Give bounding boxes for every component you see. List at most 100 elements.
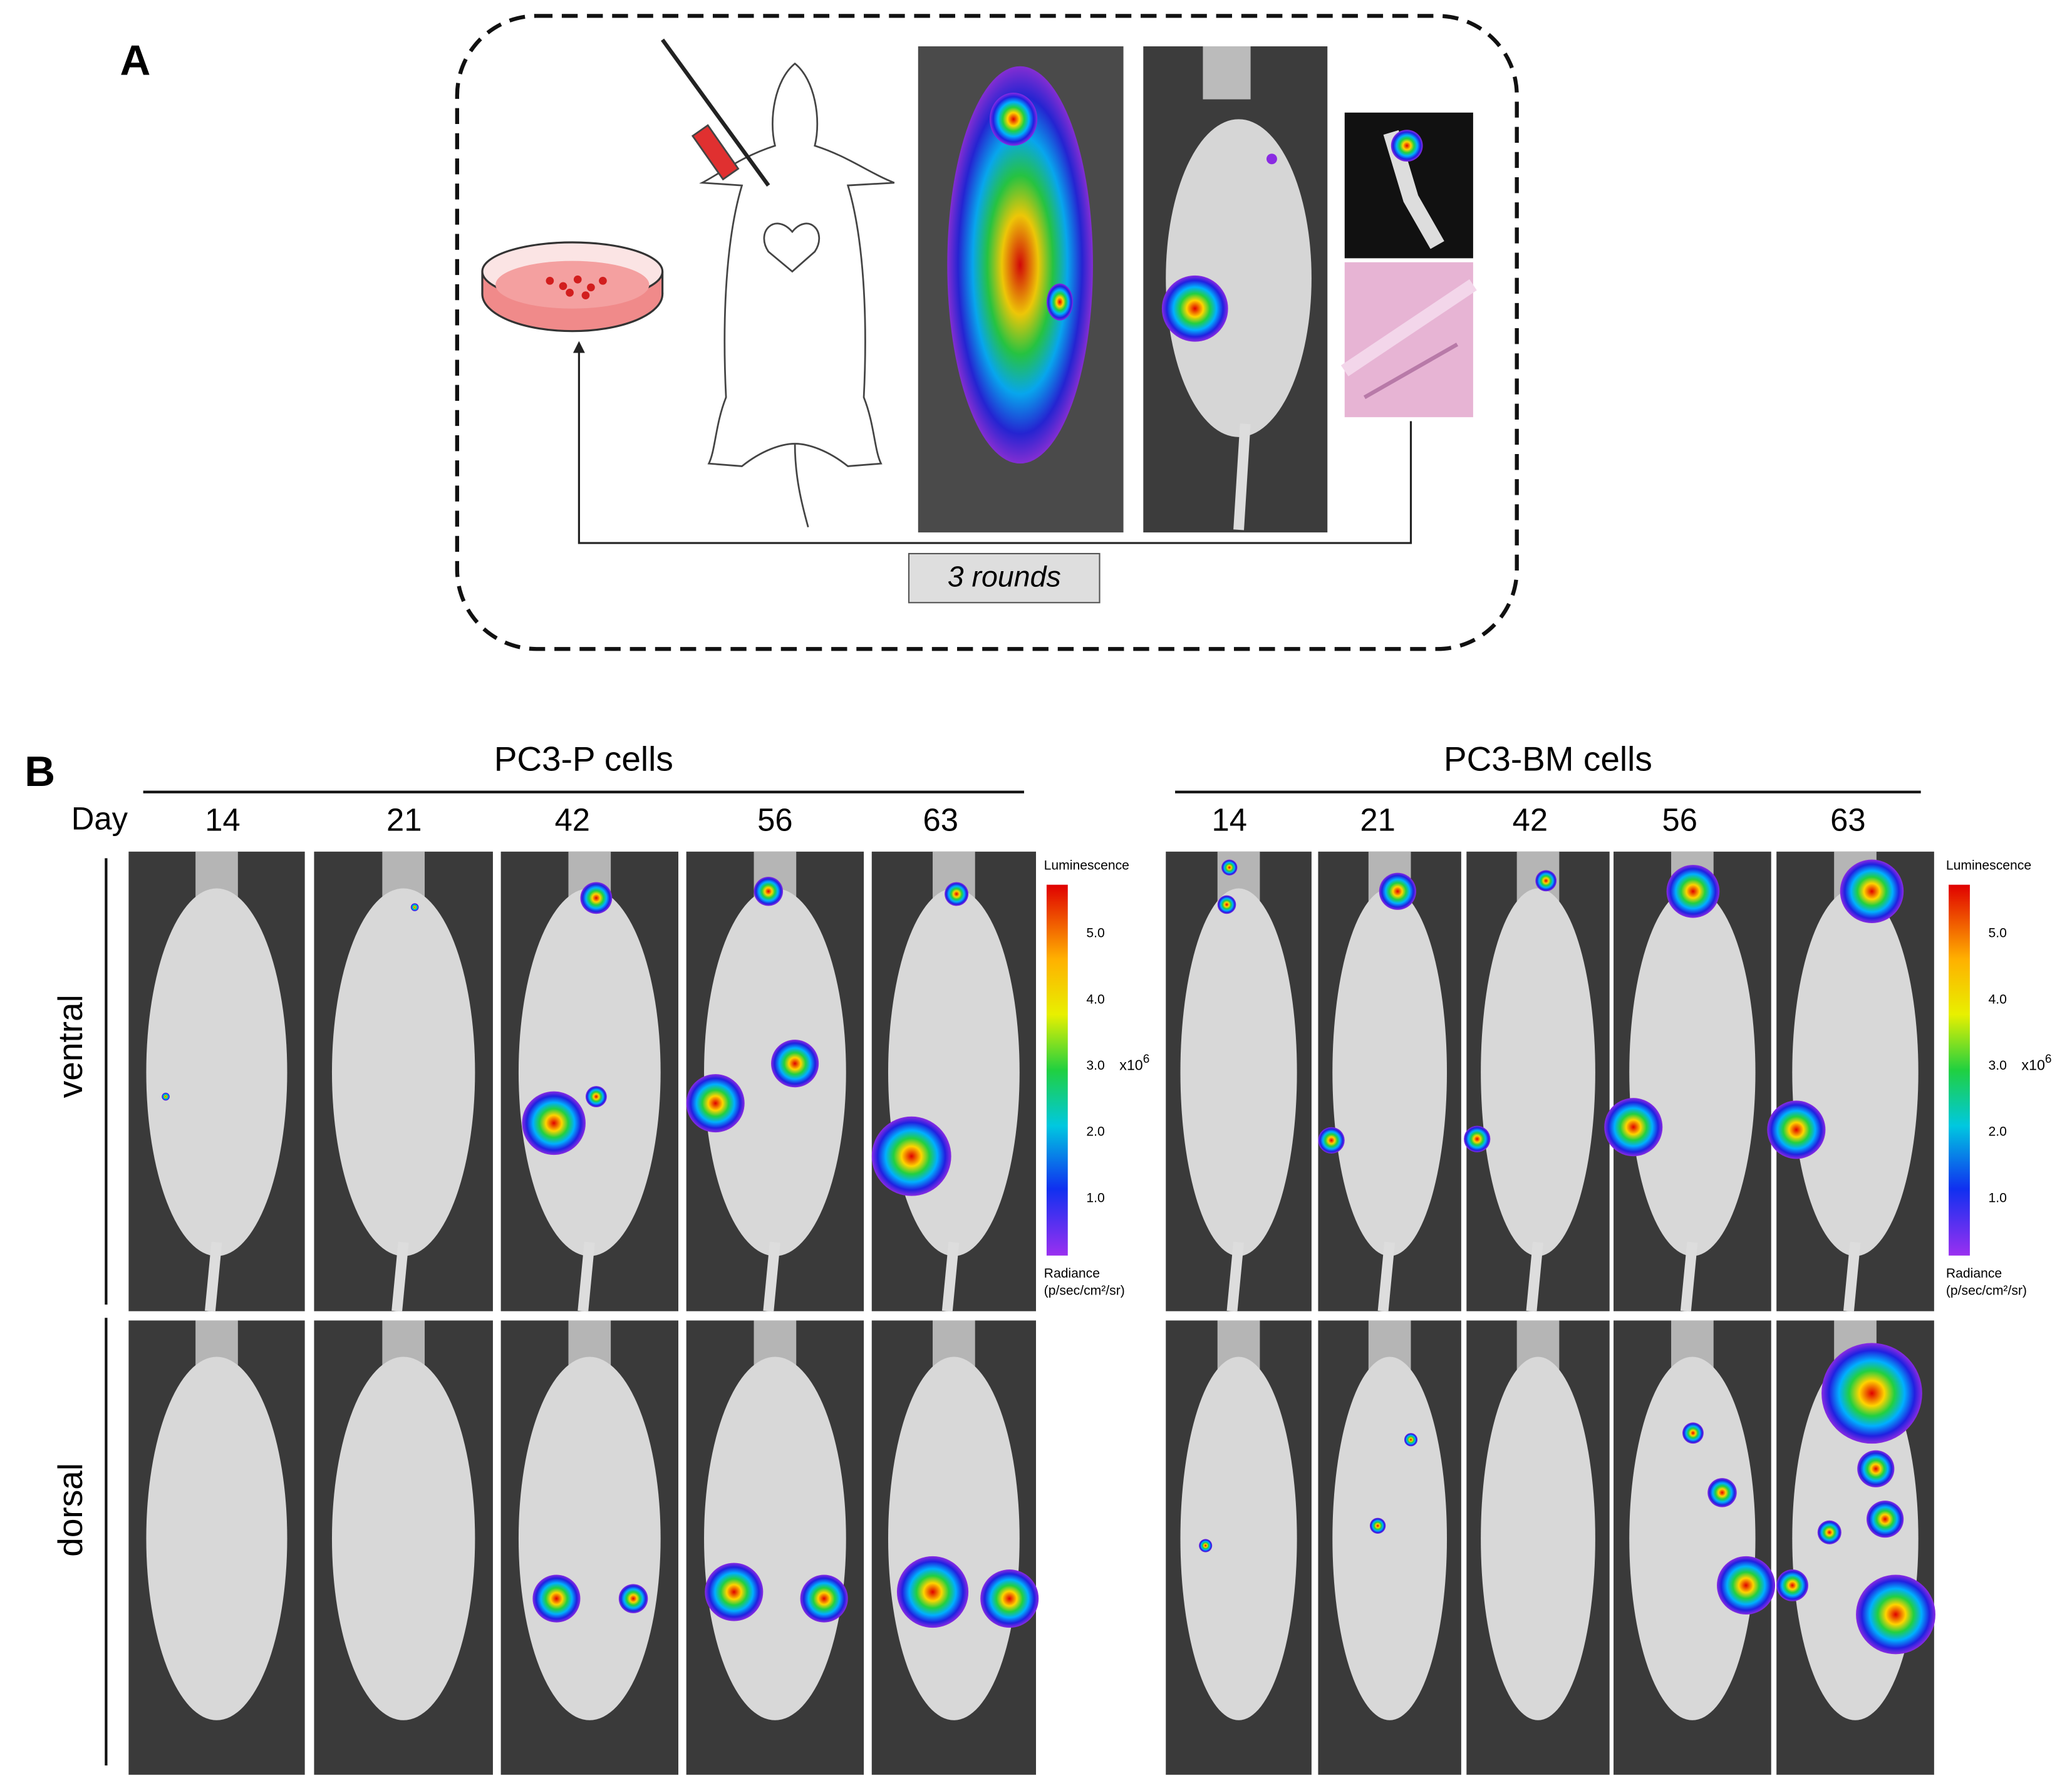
mouse-tail <box>763 1241 780 1312</box>
mouse-image <box>1166 851 1312 1312</box>
day-label: Day <box>71 801 128 837</box>
signal-spot <box>1217 895 1236 914</box>
signal-spot <box>1776 1569 1808 1601</box>
multiplier: x10 <box>1119 1057 1143 1073</box>
signal-spot <box>522 1091 586 1155</box>
signal-spot <box>618 1584 648 1613</box>
signal-spot <box>1199 1539 1213 1553</box>
signal-spot <box>1707 1478 1737 1507</box>
colorbar <box>1046 884 1068 1256</box>
signal-spot <box>754 877 784 906</box>
mouse-image <box>1464 851 1610 1312</box>
mouse-tail <box>941 1241 960 1312</box>
day-label: 14 <box>1212 802 1247 838</box>
mouse-body <box>1332 888 1448 1256</box>
loop-label: 3 rounds <box>948 560 1061 592</box>
panel-label: B <box>24 748 55 795</box>
colorbar-tick-label: 5.0 <box>1086 926 1104 941</box>
signal-spot <box>1464 1125 1491 1152</box>
signal-spot <box>1821 1343 1922 1444</box>
day-label: 42 <box>1513 802 1548 838</box>
colorbar <box>1949 884 1970 1256</box>
signal-spot <box>1767 1100 1826 1159</box>
day-label: 21 <box>386 802 422 838</box>
signal-spot <box>1604 1098 1663 1157</box>
mouse-image <box>1318 851 1461 1312</box>
mouse-image <box>128 851 305 1312</box>
mouse-tail <box>1843 1241 1861 1312</box>
mouse-body <box>1180 1357 1297 1720</box>
day-label: 56 <box>1662 802 1697 838</box>
signal-spot <box>1221 859 1238 876</box>
signal-spot <box>162 1092 170 1101</box>
row-label: ventral <box>51 995 90 1098</box>
signal-spot <box>1817 1520 1841 1544</box>
signal-spot <box>580 882 613 914</box>
signal-spot <box>771 1040 819 1088</box>
mouse-image <box>314 851 493 1312</box>
multiplier: x10 <box>2021 1057 2045 1073</box>
mouse-body <box>146 888 287 1256</box>
mouse-body <box>1332 1357 1448 1720</box>
bli-image <box>1143 46 1328 533</box>
loop-box <box>908 552 1101 604</box>
colorbar-tick-label: 2.0 <box>1086 1125 1104 1139</box>
signal-spot <box>585 1086 607 1107</box>
signal-spot <box>1866 1501 1904 1538</box>
mouse-image <box>1776 1320 1935 1775</box>
day-label: 14 <box>205 802 240 838</box>
signal-spot <box>1682 1422 1704 1444</box>
mouse-body <box>331 1357 475 1720</box>
mouse-body <box>331 888 475 1256</box>
mouse-tail <box>1377 1241 1396 1312</box>
signal-spot <box>1318 1127 1345 1154</box>
mouse-tail <box>1226 1241 1244 1312</box>
signal-spot <box>1535 870 1557 892</box>
signal-spot <box>705 1563 764 1621</box>
mouse-image <box>1166 1320 1312 1775</box>
mouse-body <box>146 1357 287 1720</box>
mouse-body <box>518 888 661 1256</box>
day-label: 56 <box>757 802 792 838</box>
mouse-body <box>888 1357 1020 1720</box>
signal-spot <box>1840 859 1904 924</box>
mouse-image <box>500 1320 678 1775</box>
mouse-image <box>314 1320 493 1775</box>
colorbar-tick-label: 3.0 <box>1086 1058 1104 1073</box>
signal-spot <box>1857 1450 1895 1487</box>
mouse-image <box>686 1320 864 1775</box>
mouse-image <box>1318 1320 1461 1775</box>
colorbar-multiplier: x106 <box>2021 1053 2051 1073</box>
exponent: 6 <box>2045 1053 2052 1066</box>
signal-spot <box>1666 864 1720 918</box>
signal-spot <box>1369 1517 1386 1534</box>
mouse-tail <box>578 1241 595 1312</box>
mouse-image <box>1767 851 1934 1312</box>
mouse-body <box>888 888 1020 1256</box>
mouse-body <box>1629 888 1756 1256</box>
colorbar-title: Luminescence <box>1044 859 1129 873</box>
mouse-image <box>686 851 864 1312</box>
mouse-image <box>871 851 1036 1312</box>
mouse-body <box>1792 888 1919 1256</box>
colorbar-tick-label: 5.0 <box>1989 926 2007 941</box>
day-label: 63 <box>1830 802 1865 838</box>
day-label: 42 <box>555 802 590 838</box>
mouse-image <box>1614 1320 1776 1775</box>
colorbar-tick-label: 1.0 <box>1989 1191 2007 1205</box>
day-label: 63 <box>923 802 958 838</box>
petri-dish <box>481 241 664 333</box>
mouse-image <box>1466 1320 1610 1775</box>
loop-arrow <box>572 341 1412 544</box>
mouse-drawing <box>661 38 895 528</box>
signal-spot <box>800 1574 848 1623</box>
colorbar-title: Luminescence <box>1946 859 2031 873</box>
signal-spot <box>980 1569 1039 1628</box>
row-label: dorsal <box>51 1463 90 1557</box>
group-title: PC3-P cells <box>494 740 673 778</box>
day-label: 21 <box>1360 802 1395 838</box>
colorbar-multiplier: x106 <box>1119 1053 1149 1073</box>
bone-image <box>1344 112 1473 259</box>
